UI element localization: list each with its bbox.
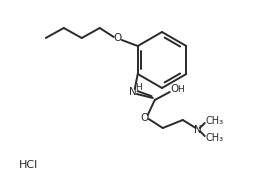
Text: H: H [177, 85, 184, 93]
Text: N: N [129, 87, 137, 97]
Text: H: H [135, 84, 142, 92]
Text: O: O [171, 84, 179, 94]
Text: CH₃: CH₃ [206, 116, 224, 126]
Text: O: O [141, 113, 149, 123]
Text: O: O [114, 33, 122, 43]
Text: CH₃: CH₃ [206, 133, 224, 143]
Text: HCl: HCl [18, 160, 38, 170]
Text: N: N [194, 125, 202, 135]
